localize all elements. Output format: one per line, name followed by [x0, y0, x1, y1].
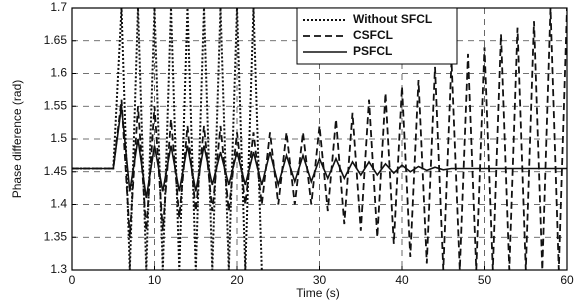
x-tick-label: 50	[478, 273, 492, 287]
y-tick-label: 1.3	[50, 262, 67, 276]
y-tick-label: 1.65	[44, 33, 68, 47]
y-tick-label: 1.5	[50, 131, 67, 145]
y-axis-label: Phase difference (rad)	[10, 80, 24, 199]
y-tick-label: 1.45	[44, 164, 68, 178]
x-tick-label: 60	[560, 273, 574, 287]
line	[72, 8, 262, 270]
x-tick-label: 10	[148, 273, 162, 287]
y-tick-label: 1.6	[50, 66, 67, 80]
y-tick-label: 1.35	[44, 229, 68, 243]
chart: Time (s) Phase difference (rad) 1.3 1.35 1…	[0, 0, 580, 302]
x-axis-label: Time (s)	[296, 286, 340, 300]
legend-label: Without SFCL	[353, 12, 432, 26]
y-tick-label: 1.7	[50, 0, 67, 14]
x-tick-label: 20	[230, 273, 244, 287]
x-tick-label: 40	[395, 273, 409, 287]
x-tick-label: 0	[69, 273, 76, 287]
legend-label: PSFCL	[353, 44, 392, 58]
x-tick-label: 30	[313, 273, 327, 287]
legend-label: CSFCL	[353, 28, 393, 42]
y-tick-label: 1.4	[50, 197, 67, 211]
y-tick-label: 1.55	[44, 98, 68, 112]
